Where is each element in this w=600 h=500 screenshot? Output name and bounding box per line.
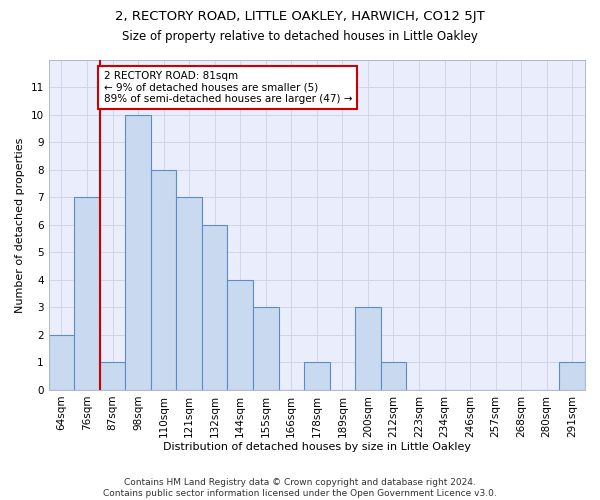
Text: 2 RECTORY ROAD: 81sqm
← 9% of detached houses are smaller (5)
89% of semi-detach: 2 RECTORY ROAD: 81sqm ← 9% of detached h… <box>104 71 352 104</box>
Text: Contains HM Land Registry data © Crown copyright and database right 2024.
Contai: Contains HM Land Registry data © Crown c… <box>103 478 497 498</box>
Bar <box>380 362 406 390</box>
Bar <box>227 280 253 390</box>
Text: 2, RECTORY ROAD, LITTLE OAKLEY, HARWICH, CO12 5JT: 2, RECTORY ROAD, LITTLE OAKLEY, HARWICH,… <box>115 10 485 23</box>
Bar <box>49 335 74 390</box>
Bar <box>74 198 100 390</box>
Bar <box>355 308 380 390</box>
X-axis label: Distribution of detached houses by size in Little Oakley: Distribution of detached houses by size … <box>163 442 471 452</box>
Bar <box>125 115 151 390</box>
Text: Size of property relative to detached houses in Little Oakley: Size of property relative to detached ho… <box>122 30 478 43</box>
Bar <box>304 362 329 390</box>
Bar <box>176 198 202 390</box>
Bar <box>151 170 176 390</box>
Bar <box>202 225 227 390</box>
Bar <box>559 362 585 390</box>
Bar <box>100 362 125 390</box>
Y-axis label: Number of detached properties: Number of detached properties <box>15 138 25 312</box>
Bar <box>253 308 278 390</box>
